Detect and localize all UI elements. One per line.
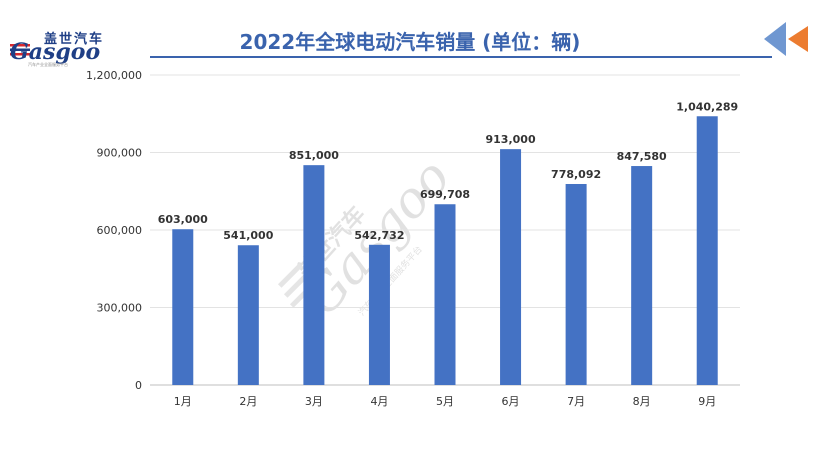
bar: [696, 116, 718, 386]
data-label: 541,000: [223, 229, 273, 242]
gasgoo-logo: 盖世汽车 Gasgoo 汽车产业全面服务平台: [8, 28, 128, 68]
x-tick-label: 8月: [633, 395, 651, 408]
bar: [237, 245, 259, 385]
arrows-icon: [764, 22, 808, 56]
flag-stripes-icon: [10, 44, 30, 56]
x-tick-label: 7月: [567, 395, 585, 408]
bar: [368, 244, 390, 385]
bar: [565, 183, 587, 385]
y-tick-label: 0: [135, 379, 142, 392]
logo-english-text: Gasgoo: [10, 39, 101, 65]
bar: [172, 229, 194, 385]
bar: [434, 204, 456, 385]
y-tick-label: 300,000: [97, 302, 143, 315]
data-label: 913,000: [486, 133, 536, 146]
data-label: 699,708: [420, 188, 470, 201]
data-label: 778,092: [551, 168, 601, 181]
x-tick-label: 6月: [502, 395, 520, 408]
logo-subtitle: 汽车产业全面服务平台: [28, 62, 68, 67]
data-label: 1,040,289: [676, 100, 738, 113]
x-tick-label: 4月: [370, 395, 388, 408]
bar: [631, 166, 653, 385]
x-tick-label: 1月: [174, 395, 192, 408]
data-label: 542,732: [354, 229, 404, 242]
data-label: 851,000: [289, 149, 339, 162]
chart-title: 2022年全球电动汽车销量 (单位：辆): [239, 30, 581, 54]
y-tick-label: 900,000: [97, 147, 143, 160]
y-tick-label: 600,000: [97, 224, 143, 237]
data-label: 847,580: [617, 150, 667, 163]
title-underline: [150, 56, 772, 58]
logo-chinese-text: 盖世汽车: [44, 32, 105, 47]
bar: [303, 165, 325, 385]
y-tick-label: 1,200,000: [86, 69, 142, 82]
data-label: 603,000: [158, 213, 208, 226]
x-tick-label: 9月: [698, 395, 716, 408]
x-tick-label: 3月: [305, 395, 323, 408]
x-tick-label: 2月: [239, 395, 257, 408]
bar: [500, 149, 522, 385]
x-tick-label: 5月: [436, 395, 454, 408]
